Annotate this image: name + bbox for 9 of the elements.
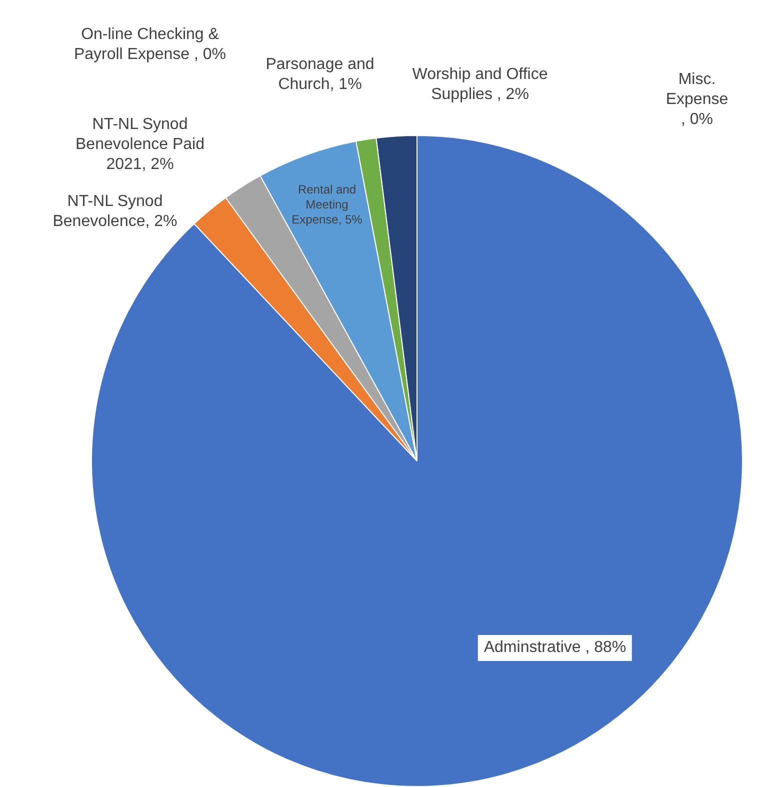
text: , 0% xyxy=(680,111,713,128)
slice-label: Parsonage and Church, 1% xyxy=(264,55,376,95)
slice-label: NT-NL Synod Benevolence, 2% xyxy=(52,192,178,232)
slice-label: Rental and Meeting Expense, 5% xyxy=(290,182,364,228)
slice-label: Worship and Office Supplies , 2% xyxy=(411,65,549,105)
slice-label: Adminstrative , 88% xyxy=(478,635,632,661)
category-label: On-line Checking & Payroll Expense , 0% xyxy=(74,26,226,63)
category-label: Misc. Expense xyxy=(666,71,728,108)
slice-label: NT-NL Synod Benevolence Paid 2021, 2% xyxy=(74,115,206,175)
